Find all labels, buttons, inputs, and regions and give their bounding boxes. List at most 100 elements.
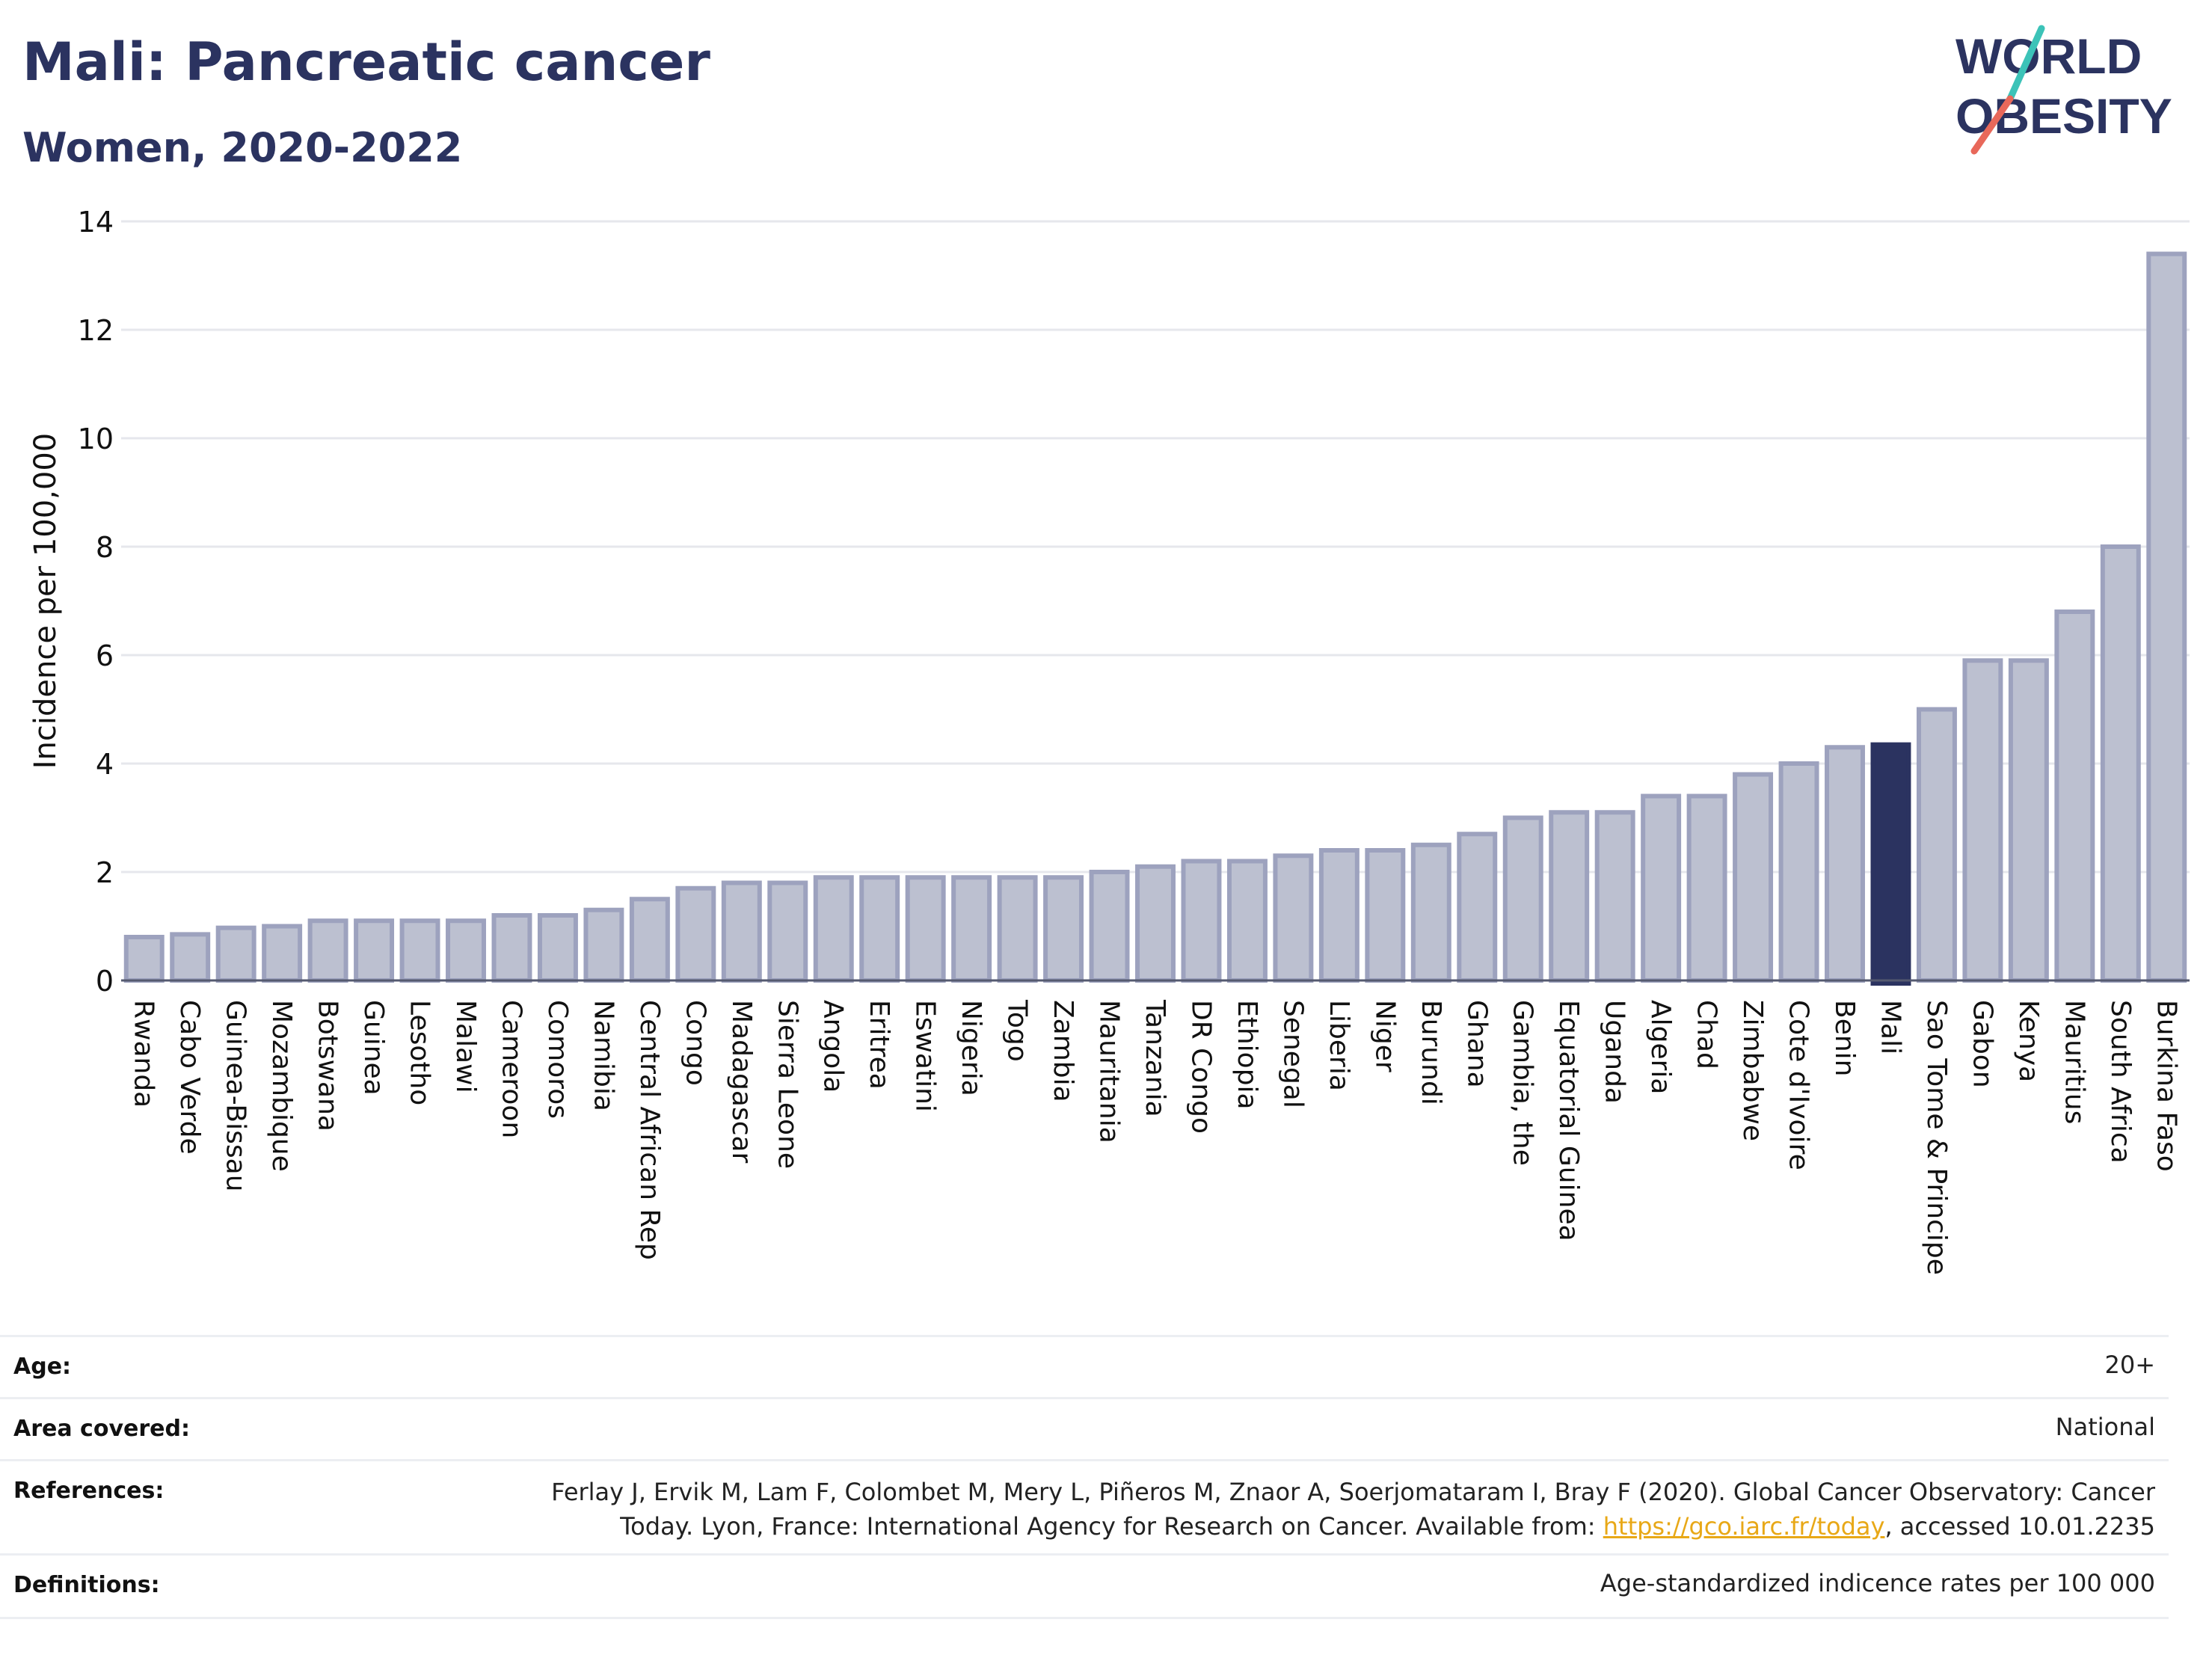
bar-zimbabwe	[1733, 772, 1774, 983]
bar-lesotho	[399, 918, 440, 983]
bar-burundi	[1410, 842, 1451, 983]
x-tick-label: Namibia	[588, 1000, 618, 1111]
references-line2: Today. Lyon, France: International Agenc…	[551, 1509, 2155, 1544]
logo-teal-slash	[2006, 25, 2045, 102]
y-tick-label: 14	[78, 206, 114, 239]
x-tick-label: Zambia	[1048, 1000, 1078, 1102]
y-tick-labels: 0 2 4 6 8 10 12 14	[78, 206, 114, 998]
bar-senegal	[1273, 853, 1314, 983]
x-tick-label: Mauritius	[2059, 1000, 2089, 1124]
bar-central-african-rep	[629, 897, 670, 983]
bar-eritrea	[859, 875, 900, 983]
y-tick-label: 8	[96, 531, 114, 564]
area-value: National	[2055, 1413, 2155, 1441]
x-tick-label: Uganda	[1600, 1000, 1630, 1104]
bar-nigeria	[951, 875, 992, 983]
bar-ghana	[1457, 832, 1498, 983]
x-tick-label: Botswana	[313, 1000, 343, 1132]
page-title: Mali: Pancreatic cancer	[22, 31, 710, 93]
y-axis-label: Incidence per 100,000	[28, 433, 63, 770]
x-tick-label: DR Congo	[1185, 1000, 1216, 1134]
bars-layer	[123, 251, 2187, 986]
meta-row-age: Age: 20+	[0, 1335, 2169, 1398]
y-tick-label: 2	[96, 856, 114, 889]
y-tick-label: 12	[78, 314, 114, 347]
references-value: Ferlay J, Ervik M, Lam F, Colombet M, Me…	[551, 1475, 2155, 1544]
x-tick-label: Benin	[1829, 1000, 1860, 1076]
bar-eswatini	[905, 875, 946, 983]
y-tick-label: 0	[96, 965, 114, 998]
meta-row-definitions: Definitions: Age-standardized indicence …	[0, 1553, 2169, 1619]
x-tick-label: Comoros	[542, 1000, 573, 1119]
x-tick-label: Gambia, the	[1508, 1000, 1538, 1166]
age-label: Age:	[13, 1354, 72, 1380]
references-line2-text: Today. Lyon, France: International Agenc…	[620, 1512, 1603, 1541]
x-tick-label: Liberia	[1324, 1000, 1354, 1091]
bar-benin	[1825, 745, 1865, 983]
meta-row-references: References: Ferlay J, Ervik M, Lam F, Co…	[0, 1459, 2169, 1555]
x-tick-label: Madagascar	[726, 1000, 757, 1164]
area-label: Area covered:	[13, 1416, 190, 1442]
bar-cote-d-ivoire	[1778, 761, 1819, 983]
x-tick-label: South Africa	[2105, 1000, 2136, 1164]
x-tick-label: Gabon	[1967, 1000, 1997, 1088]
bar-madagascar	[721, 880, 762, 983]
x-tick-label: Malawi	[450, 1000, 481, 1093]
bar-mali	[1870, 742, 1911, 986]
x-tick-label: Burkina Faso	[2151, 1000, 2181, 1172]
x-tick-label: Mozambique	[266, 1000, 297, 1172]
x-tick-label: Eritrea	[864, 1000, 894, 1090]
bar-algeria	[1641, 793, 1682, 983]
x-tick-label: Central African Rep	[634, 1000, 665, 1260]
x-tick-label: Angola	[818, 1000, 849, 1093]
age-value: 20+	[2104, 1351, 2155, 1379]
x-tick-label: Kenya	[2013, 1000, 2044, 1082]
bar-togo	[997, 875, 1038, 983]
bar-sierra-leone	[767, 880, 808, 983]
x-tick-label: Mauritania	[1094, 1000, 1125, 1143]
bar-mauritania	[1089, 870, 1130, 983]
bar-kenya	[2008, 658, 2049, 983]
x-tick-label: Nigeria	[956, 1000, 986, 1096]
x-tick-label: Sao Tome & Principe	[1921, 1000, 1952, 1275]
references-link[interactable]: https://gco.iarc.fr/today	[1603, 1512, 1885, 1541]
x-tick-label: Lesotho	[405, 1000, 435, 1105]
bar-niger	[1365, 848, 1406, 983]
x-tick-label: Ghana	[1461, 1000, 1492, 1088]
bar-rwanda	[123, 935, 165, 983]
bar-guinea	[354, 918, 395, 983]
bar-mozambique	[262, 924, 303, 983]
references-label: References:	[13, 1478, 165, 1504]
bar-ethiopia	[1226, 859, 1268, 983]
x-tick-label: Eswatini	[910, 1000, 941, 1112]
x-tick-label: Ethiopia	[1232, 1000, 1262, 1110]
bar-namibia	[583, 907, 624, 983]
bar-angola	[813, 875, 854, 983]
logo-red-slash	[1970, 95, 2014, 155]
y-tick-label: 4	[96, 748, 114, 781]
x-tick-label: Niger	[1369, 1000, 1400, 1072]
definitions-label: Definitions:	[13, 1572, 160, 1598]
bar-south-africa	[2100, 544, 2141, 983]
x-tick-label: Sierra Leone	[772, 1000, 802, 1169]
x-tick-label: Senegal	[1277, 1000, 1308, 1108]
y-tick-label: 6	[96, 639, 114, 672]
x-tick-label: Tanzania	[1140, 999, 1170, 1117]
bar-gambia-the	[1502, 815, 1543, 983]
x-tick-label: Chad	[1692, 1000, 1722, 1069]
x-tick-label: Guinea	[358, 1000, 389, 1096]
x-tick-label: Cabo Verde	[174, 1000, 205, 1155]
x-tick-label: Burundi	[1416, 1000, 1446, 1105]
bar-zambia	[1043, 875, 1084, 983]
bar-cabo-verde	[170, 932, 211, 983]
bar-botswana	[307, 918, 348, 983]
bar-chart: 0 2 4 6 8 10 12 14 Rwanda Cabo Verde Guinea-Bissa…	[28, 206, 2190, 1275]
bar-comoros	[537, 913, 578, 983]
x-tick-label: Togo	[1002, 999, 1033, 1062]
x-tick-labels: Rwanda Cabo Verde Guinea-Bissau Mozambique B…	[129, 999, 2182, 1275]
bar-dr-congo	[1181, 859, 1222, 983]
references-accessed: , accessed 10.01.2235	[1884, 1512, 2155, 1541]
definitions-value: Age-standardized indicence rates per 100…	[1600, 1569, 2155, 1597]
x-tick-label: Rwanda	[129, 1000, 159, 1108]
x-tick-label: Guinea-Bissau	[221, 1000, 251, 1192]
